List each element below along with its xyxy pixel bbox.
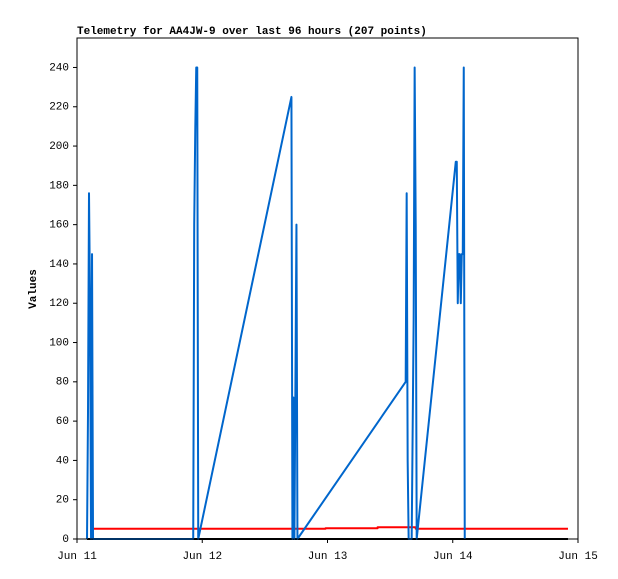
y-tick-label: 240 (49, 62, 69, 74)
y-tick-label: 200 (49, 141, 69, 153)
y-tick-label: 120 (49, 298, 69, 310)
y-tick-label: 40 (56, 455, 69, 467)
x-tick-label: Jun 15 (558, 551, 598, 563)
x-tick-label: Jun 13 (308, 551, 348, 563)
x-tick-label: Jun 14 (433, 551, 473, 563)
y-tick-label: 140 (49, 259, 69, 271)
plot-frame (76, 37, 579, 540)
x-tick-label: Jun 11 (57, 551, 97, 563)
y-tick-label: 80 (56, 377, 69, 389)
y-axis-label: Values (28, 269, 40, 309)
y-tick-label: 180 (49, 180, 69, 192)
x-tick-label: Jun 12 (182, 551, 222, 563)
y-tick-label: 160 (49, 220, 69, 232)
y-tick-label: 0 (62, 534, 69, 546)
y-tick-label: 20 (56, 495, 69, 507)
y-tick-label: 100 (49, 337, 69, 349)
y-tick-label: 60 (56, 416, 69, 428)
y-tick-label: 220 (49, 102, 69, 114)
chart-title: Telemetry for AA4JW-9 over last 96 hours… (77, 26, 427, 38)
